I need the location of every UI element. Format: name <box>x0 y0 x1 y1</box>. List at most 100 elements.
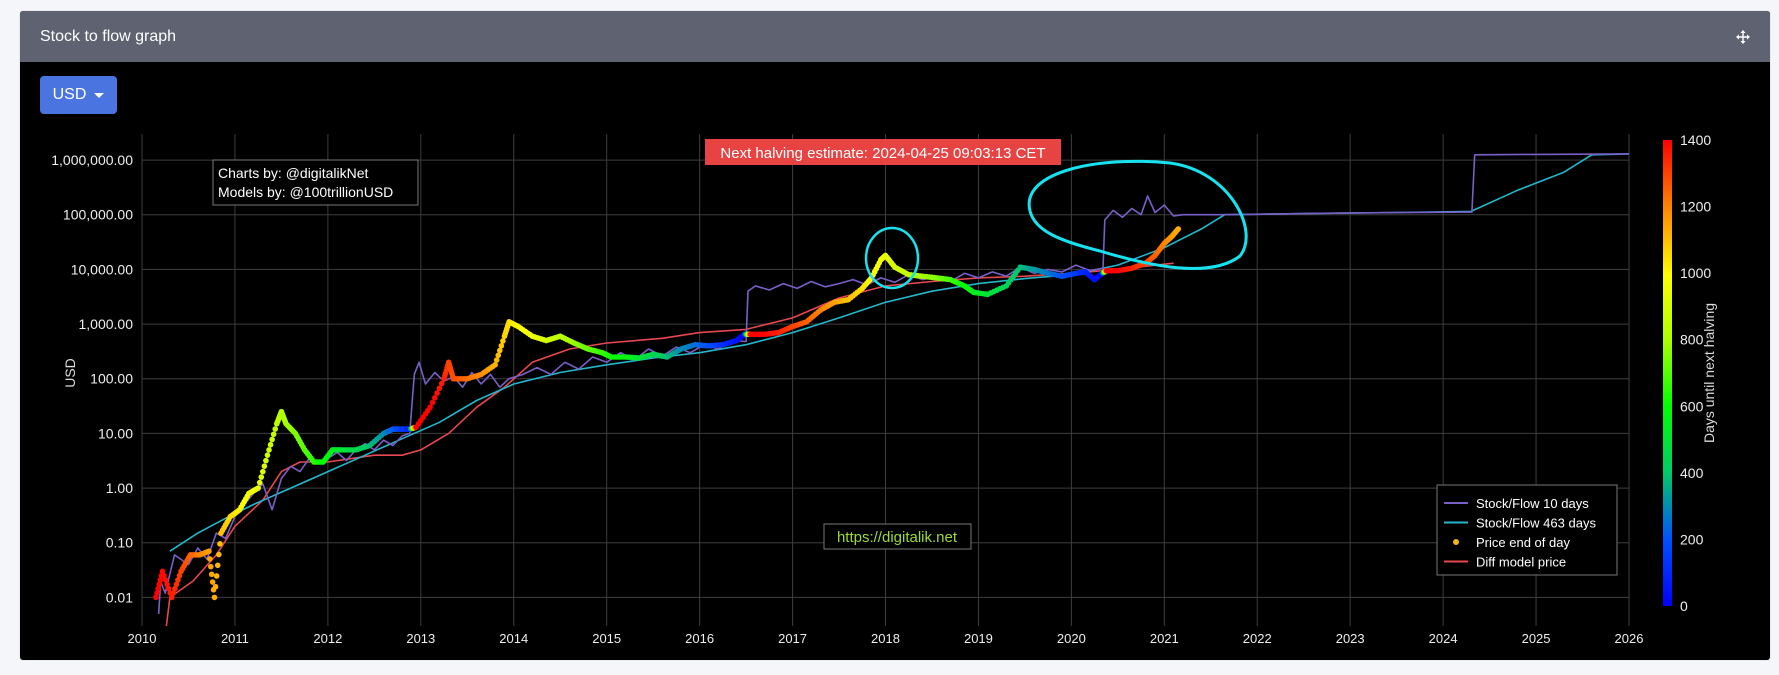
y-tick-label: 1.00 <box>106 480 133 496</box>
credits-charts: Charts by: @digitalikNet <box>218 165 368 181</box>
y-axis: 0.01 0.10 1.00 10.00 100.00 1,000.00 10,000.00… <box>51 152 133 605</box>
halving-annotation-text: Next halving estimate: 2024-04-25 09:03:… <box>720 145 1045 162</box>
colorbar-tick-label: 800 <box>1680 332 1704 348</box>
stock-to-flow-chart: 2010 2011 2012 2013 2014 2015 2016 2017 2018 2019… <box>51 132 1717 646</box>
source-url[interactable]: https://digitalik.net <box>837 529 958 546</box>
price-point <box>206 548 212 555</box>
x-tick-label: 2021 <box>1150 631 1179 646</box>
price-point <box>493 357 500 363</box>
price-point <box>492 361 498 368</box>
diff-model-price-line <box>165 262 1174 626</box>
annotation-circle <box>1027 159 1248 270</box>
price-point <box>429 399 436 406</box>
price-point <box>153 594 159 601</box>
price-point <box>172 585 178 592</box>
credits-models: Models by: @100trillionUSD <box>218 184 393 200</box>
y-tick-label: 1,000,000.00 <box>51 152 133 168</box>
x-tick-label: 2019 <box>964 631 993 646</box>
price-point <box>154 590 160 596</box>
legend-label: Price end of day <box>1476 535 1570 550</box>
price-point <box>267 441 274 448</box>
x-tick-label: 2010 <box>128 631 157 646</box>
halving-annotation-box <box>705 139 1061 165</box>
price-point <box>256 479 263 486</box>
price-point <box>216 551 222 558</box>
price-point <box>266 447 272 453</box>
colorbar: Days until next halving 0 200 400 600 800 100… <box>1663 132 1717 614</box>
price-point <box>156 581 162 588</box>
credits-box: Charts by: @digitalikNet Models by: @100… <box>212 159 419 206</box>
price-point <box>431 395 438 401</box>
price-point <box>270 431 277 438</box>
price-point <box>209 579 216 585</box>
price-point <box>255 485 261 491</box>
price-point <box>157 577 164 583</box>
colorbar-tick-label: 600 <box>1680 398 1704 414</box>
colorbar-tick-label: 1400 <box>1680 132 1711 148</box>
y-tick-label: 10.00 <box>98 425 133 441</box>
x-tick-label: 2024 <box>1429 631 1458 646</box>
price-point <box>164 581 170 588</box>
price-point <box>495 352 502 359</box>
price-point <box>269 436 275 443</box>
price-point <box>208 571 215 578</box>
source-url-box[interactable]: https://digitalik.net <box>823 523 972 550</box>
x-tick-label: 2016 <box>685 631 714 646</box>
y-tick-label: 100,000.00 <box>63 207 133 223</box>
x-tick-label: 2018 <box>871 631 900 646</box>
price-point <box>260 468 266 475</box>
y-tick-label: 0.01 <box>106 589 133 605</box>
x-axis: 2010 2011 2012 2013 2014 2015 2016 2017 2018 2019… <box>128 631 1644 646</box>
price-point <box>272 426 279 432</box>
price-point <box>434 390 440 396</box>
annotation-circles <box>864 159 1248 290</box>
colorbar-gradient <box>1663 140 1672 606</box>
currency-dropdown-button[interactable]: USD <box>40 76 117 114</box>
y-tick-label: 0.10 <box>106 535 133 551</box>
colorbar-title: Days until next halving <box>1701 303 1717 443</box>
price-point <box>173 581 180 588</box>
price-point <box>211 594 218 601</box>
x-tick-label: 2022 <box>1243 631 1272 646</box>
price-point <box>170 590 177 596</box>
legend-label: Diff model price <box>1476 555 1566 570</box>
price-point <box>175 577 181 583</box>
move-icon[interactable] <box>1736 29 1750 44</box>
legend-label: Stock/Flow 463 days <box>1476 516 1596 531</box>
colorbar-tick-label: 400 <box>1680 465 1704 481</box>
caret-down-icon <box>94 92 105 98</box>
currency-button-label: USD <box>52 86 87 103</box>
x-tick-label: 2015 <box>592 631 621 646</box>
x-tick-label: 2023 <box>1336 631 1365 646</box>
x-tick-label: 2012 <box>313 631 342 646</box>
grid-lines <box>141 134 1630 626</box>
price-point <box>263 457 269 464</box>
colorbar-tick-label: 0 <box>1680 598 1688 614</box>
x-tick-label: 2014 <box>499 631 528 646</box>
price-point <box>207 563 214 570</box>
price-point <box>264 452 271 458</box>
stock-to-flow-panel: Stock to flow graph USD <box>20 11 1770 660</box>
price-point <box>207 556 213 562</box>
colorbar-tick-label: 1000 <box>1680 265 1711 281</box>
panel-title: Stock to flow graph <box>40 27 177 45</box>
x-tick-label: 2013 <box>406 631 435 646</box>
panel-header: Stock to flow graph <box>20 11 1770 62</box>
price-point <box>165 585 172 592</box>
price-point <box>155 585 161 592</box>
colorbar-tick-label: 200 <box>1680 531 1704 547</box>
legend-swatch <box>1453 539 1459 545</box>
legend: Stock/Flow 10 days Stock/Flow 463 days Pri… <box>1436 484 1618 576</box>
price-point <box>436 385 443 392</box>
price-point <box>212 583 219 590</box>
legend-label: Stock/Flow 10 days <box>1476 496 1589 511</box>
series-layer <box>153 153 1629 626</box>
y-axis-label: USD <box>62 358 78 388</box>
price-point <box>162 577 169 583</box>
x-tick-label: 2017 <box>778 631 807 646</box>
halving-annotation: Next halving estimate: 2024-04-25 09:03:… <box>705 139 1061 165</box>
y-tick-label: 10,000.00 <box>71 261 133 277</box>
price-point <box>438 380 445 387</box>
price-point <box>161 572 167 579</box>
price-point <box>214 562 221 569</box>
